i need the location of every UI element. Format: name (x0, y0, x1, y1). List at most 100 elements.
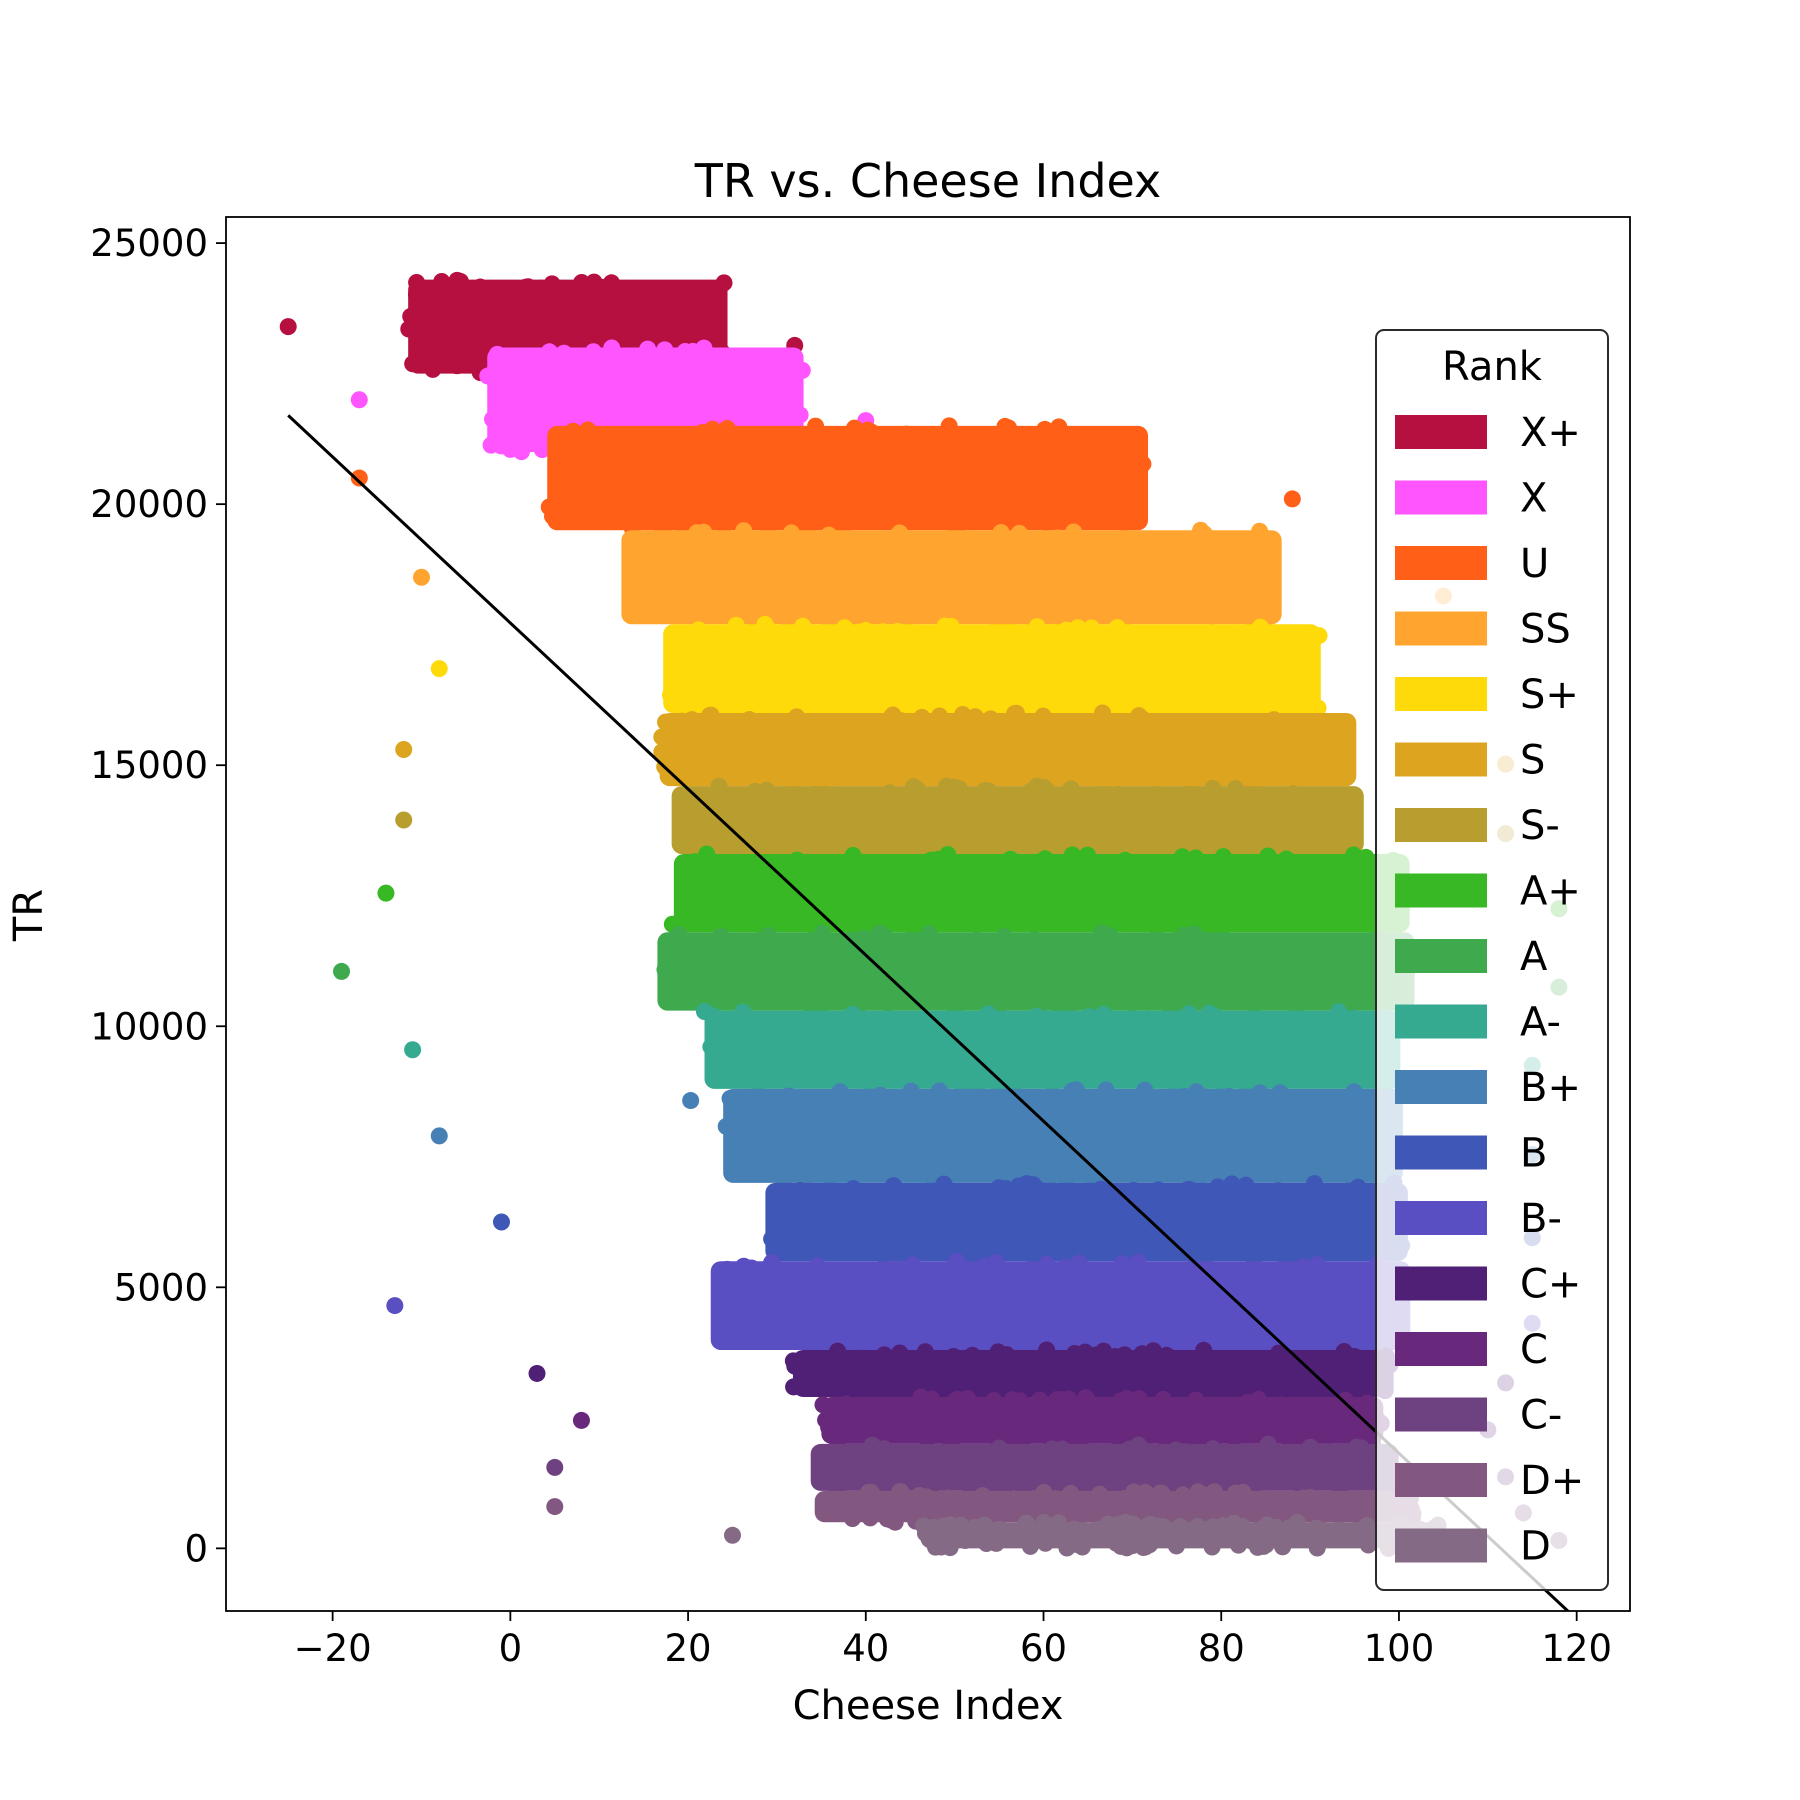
scatter-point (1066, 538, 1084, 556)
scatter-point (1281, 1396, 1299, 1414)
scatter-point (1096, 536, 1114, 554)
scatter-point (855, 454, 873, 472)
scatter-point (928, 976, 946, 994)
scatter-point (920, 925, 938, 943)
scatter-point (1076, 579, 1094, 597)
scatter-point (991, 901, 1009, 919)
scatter-point (929, 850, 947, 868)
scatter-point (928, 1209, 946, 1227)
scatter-point (1294, 1258, 1312, 1276)
scatter-point (1311, 906, 1329, 924)
scatter-point (1012, 1026, 1030, 1044)
scatter-point (488, 345, 506, 363)
scatter-point (1345, 1083, 1363, 1101)
scatter-point (753, 598, 771, 616)
scatter-point (878, 930, 896, 948)
scatter-point (1232, 1127, 1250, 1145)
series-C (572, 1388, 1497, 1453)
scatter-point (722, 836, 740, 854)
scatter-point (721, 378, 739, 396)
scatter-point (1010, 1123, 1028, 1141)
legend-swatch (1395, 873, 1487, 908)
legend-label: B- (1520, 1196, 1562, 1242)
scatter-point (924, 545, 942, 563)
scatter-point (865, 1498, 883, 1516)
scatter-point (899, 435, 917, 453)
scatter-point (747, 1281, 765, 1299)
legend: Rank X+ XU SS S+ S S- A+ A A- B+ B B- C+ C C- D+ D (1375, 329, 1609, 1591)
legend-label: C (1520, 1327, 1548, 1373)
scatter-point (1008, 990, 1026, 1008)
scatter-point (430, 660, 448, 678)
scatter-point (1236, 720, 1254, 738)
scatter-point (1150, 1458, 1168, 1476)
scatter-point (1284, 1229, 1302, 1247)
scatter-point (1085, 1156, 1103, 1174)
scatter-point (1004, 624, 1022, 642)
scatter-point (708, 1020, 726, 1038)
scatter-point (1358, 1394, 1376, 1412)
scatter-point (975, 833, 993, 851)
scatter-point (1326, 1283, 1344, 1301)
scatter-point (987, 1254, 1005, 1272)
scatter-point (1335, 1343, 1353, 1361)
scatter-point (728, 537, 746, 555)
scatter-point (1056, 1246, 1074, 1264)
scatter-point (1116, 506, 1134, 524)
scatter-point (876, 769, 894, 787)
scatter-point (1082, 619, 1100, 637)
scatter-point (916, 1471, 934, 1489)
scatter-point (1193, 1396, 1211, 1414)
scatter-point (962, 863, 980, 881)
legend-label: D+ (1520, 1458, 1584, 1504)
scatter-point (1242, 1314, 1260, 1332)
scatter-point (435, 290, 453, 308)
scatter-point (1090, 1272, 1108, 1290)
scatter-point (674, 303, 692, 321)
scatter-point (892, 712, 910, 730)
scatter-point (827, 939, 845, 957)
scatter-point (812, 1367, 830, 1385)
scatter-point (904, 1256, 922, 1274)
scatter-point (1090, 719, 1108, 737)
scatter-point (719, 1265, 737, 1283)
scatter-point (1239, 691, 1257, 709)
scatter-point (927, 445, 945, 463)
scatter-point (1202, 991, 1220, 1009)
scatter-point (978, 438, 996, 456)
scatter-point (1132, 541, 1150, 559)
scatter-point (1214, 638, 1232, 656)
scatter-point (1247, 878, 1265, 896)
scatter-point (1217, 535, 1235, 553)
scatter-point (1118, 1035, 1136, 1053)
scatter-point (1042, 623, 1060, 641)
x-axis-label: Cheese Index (793, 1683, 1064, 1729)
scatter-point (1143, 894, 1161, 912)
scatter-point (852, 476, 870, 494)
scatter-point (1316, 861, 1334, 879)
scatter-point (1355, 1107, 1373, 1125)
plot-frame (225, 216, 1631, 1612)
scatter-point (1086, 736, 1104, 754)
scatter-point (1210, 883, 1228, 901)
scatter-point (557, 481, 575, 499)
scatter-point (734, 1003, 752, 1021)
scatter-point (1162, 1053, 1180, 1071)
scatter-point (694, 812, 712, 830)
scatter-point (1338, 1283, 1356, 1301)
scatter-point (757, 1269, 775, 1287)
scatter-point (938, 1489, 956, 1507)
scatter-point (1060, 1062, 1078, 1080)
scatter-point (888, 979, 906, 997)
scatter-point (841, 487, 859, 505)
scatter-point (1352, 1439, 1370, 1457)
scatter-point (1108, 855, 1126, 873)
scatter-point (926, 658, 944, 676)
legend-swatch (1395, 1332, 1487, 1366)
scatter-point (847, 1157, 865, 1175)
scatter-point (967, 1015, 985, 1033)
scatter-point (900, 604, 918, 622)
scatter-point (1204, 1145, 1222, 1163)
series-A (333, 924, 1568, 1019)
scatter-point (1127, 1521, 1145, 1539)
